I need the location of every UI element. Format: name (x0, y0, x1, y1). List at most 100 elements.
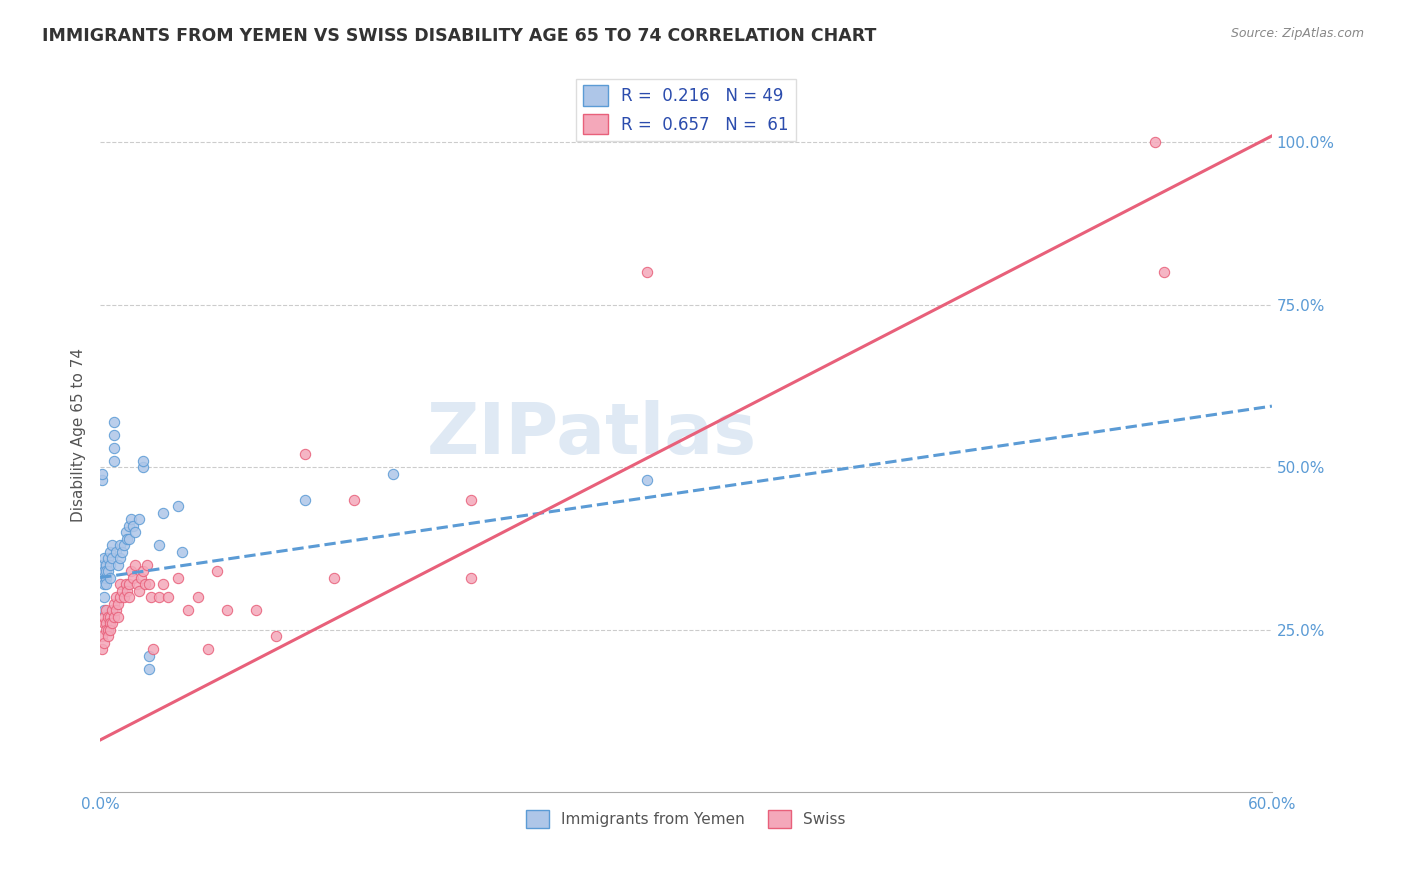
Point (264, 629, 287, 643)
Point (207, 564, 229, 578)
Point (124, 525, 146, 540)
Point (94, 558, 117, 572)
Point (127, 577, 149, 591)
Point (93, 603, 115, 617)
Point (93, 616, 115, 631)
Point (91, 473, 114, 487)
Point (103, 427, 125, 442)
Point (97, 629, 120, 643)
Point (120, 512, 142, 526)
Point (132, 564, 155, 578)
Point (122, 571, 145, 585)
Point (323, 571, 346, 585)
Point (177, 603, 200, 617)
Point (128, 512, 150, 526)
Point (101, 538, 124, 552)
Point (167, 499, 190, 513)
Point (117, 532, 139, 546)
Point (124, 558, 146, 572)
Point (118, 532, 141, 546)
Point (93, 551, 115, 566)
Point (93, 577, 115, 591)
Point (101, 551, 124, 566)
Point (217, 603, 239, 617)
Point (104, 603, 127, 617)
Point (139, 590, 162, 604)
Point (148, 590, 170, 604)
Point (138, 577, 160, 591)
Point (636, 265, 658, 279)
Point (108, 590, 131, 604)
Point (152, 506, 174, 520)
Point (245, 603, 267, 617)
Point (91, 558, 114, 572)
Y-axis label: Disability Age 65 to 74: Disability Age 65 to 74 (72, 348, 86, 522)
Point (91, 571, 114, 585)
Point (138, 648, 160, 663)
Point (103, 415, 125, 429)
Point (93, 564, 115, 578)
Point (107, 597, 129, 611)
Point (294, 492, 316, 507)
Point (98, 544, 121, 558)
Point (98, 623, 121, 637)
Point (94, 603, 117, 617)
Point (118, 518, 141, 533)
Point (97, 551, 120, 566)
Point (93, 590, 115, 604)
Point (101, 603, 124, 617)
Point (114, 525, 136, 540)
Point (98, 616, 121, 631)
Point (460, 571, 482, 585)
Point (122, 518, 145, 533)
Point (114, 577, 136, 591)
Point (97, 609, 120, 624)
Point (91, 467, 114, 481)
Legend: Immigrants from Yemen, Swiss: Immigrants from Yemen, Swiss (520, 804, 852, 834)
Point (117, 583, 139, 598)
Point (134, 577, 156, 591)
Point (112, 538, 135, 552)
Point (152, 577, 174, 591)
Point (142, 642, 165, 657)
Point (132, 453, 155, 467)
Point (197, 642, 219, 657)
Point (107, 609, 129, 624)
Point (148, 538, 170, 552)
Point (187, 590, 209, 604)
Point (97, 623, 120, 637)
Point (108, 551, 131, 566)
Point (93, 635, 115, 649)
Point (94, 616, 117, 631)
Text: ZIPatlas: ZIPatlas (427, 401, 758, 469)
Point (103, 453, 125, 467)
Text: Source: ZipAtlas.com: Source: ZipAtlas.com (1230, 27, 1364, 40)
Point (343, 492, 366, 507)
Point (94, 571, 117, 585)
Point (93, 609, 115, 624)
Point (157, 590, 180, 604)
Point (104, 544, 127, 558)
Point (104, 590, 127, 604)
Point (294, 447, 316, 461)
Point (91, 642, 114, 657)
Point (118, 577, 141, 591)
Point (103, 609, 125, 624)
Point (107, 558, 129, 572)
Point (110, 544, 132, 558)
Point (103, 441, 125, 455)
Point (118, 590, 141, 604)
Point (460, 492, 482, 507)
Point (112, 590, 135, 604)
Point (108, 538, 131, 552)
Text: IMMIGRANTS FROM YEMEN VS SWISS DISABILITY AGE 65 TO 74 CORRELATION CHART: IMMIGRANTS FROM YEMEN VS SWISS DISABILIT… (42, 27, 876, 45)
Point (636, 473, 658, 487)
Point (91, 629, 114, 643)
Point (1153, 265, 1175, 279)
Point (167, 571, 190, 585)
Point (108, 577, 131, 591)
Point (132, 460, 155, 475)
Point (120, 564, 142, 578)
Point (103, 597, 125, 611)
Point (382, 467, 405, 481)
